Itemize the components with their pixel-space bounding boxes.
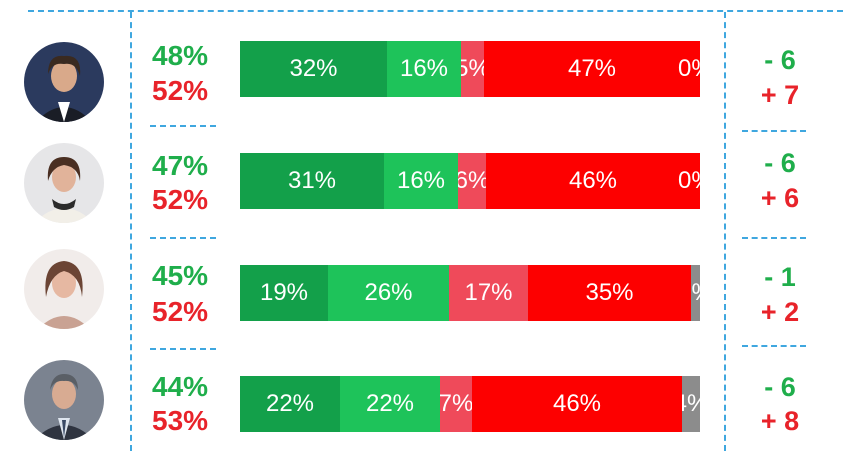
- person-photo-1: [24, 42, 104, 122]
- no-answer-segment: 4%: [682, 376, 700, 432]
- candidate-row: 45% 52% 19% 26% 17% 35% 2% - 1 + 2: [0, 237, 862, 347]
- approve-segment: 26%: [328, 265, 449, 321]
- segment-label: 17%: [464, 279, 513, 306]
- avatar: [24, 143, 104, 223]
- avatar: [24, 249, 104, 329]
- row-separator: [742, 237, 806, 239]
- segment-label: 46%: [552, 390, 602, 417]
- positive-total: 44%: [152, 371, 209, 402]
- segment-label: 22%: [265, 390, 315, 417]
- disapprove-segment: 6%: [458, 153, 486, 209]
- strong-approve-segment: 32%: [240, 41, 387, 97]
- strong-disapprove-segment: 46%: [472, 376, 682, 432]
- segment-label: 46%: [568, 167, 618, 194]
- strong-disapprove-segment: 47%: [484, 41, 700, 97]
- delta-negative: + 7: [760, 80, 800, 110]
- stacked-bar: 31% 16% 6% 46% 0%: [240, 153, 700, 209]
- approve-segment: 16%: [384, 153, 458, 209]
- row-separator: [150, 237, 216, 239]
- row-separator: [742, 345, 806, 347]
- negative-total: 52%: [152, 184, 209, 215]
- stacked-bar: 19% 26% 17% 35% 2%: [240, 265, 700, 321]
- disapprove-segment: 7%: [440, 376, 472, 432]
- candidate-row: 48% 52% 32% 16% 5% 47% 0% - 6 + 7: [0, 14, 862, 124]
- segment-label: 6%: [458, 167, 486, 194]
- approve-segment: 16%: [387, 41, 461, 97]
- approve-segment: 22%: [340, 376, 440, 432]
- delta-positive: - 6: [764, 45, 796, 75]
- stacked-bar: 22% 22% 7% 46% 4%: [240, 376, 700, 432]
- negative-total: 52%: [152, 296, 209, 327]
- row-separator: [742, 130, 806, 132]
- person-photo-2: [24, 143, 104, 223]
- strong-disapprove-segment: 46%: [486, 153, 700, 209]
- strong-approve-segment: 19%: [240, 265, 328, 321]
- disapprove-segment: 5%: [461, 41, 484, 97]
- candidate-row: 44% 53% 22% 22% 7% 46% 4% - 6 + 8: [0, 348, 862, 458]
- positive-total: 45%: [152, 260, 209, 291]
- positive-total: 48%: [152, 40, 209, 71]
- segment-label: 19%: [259, 279, 309, 306]
- segment-label: 16%: [396, 167, 446, 194]
- segment-label: 5%: [461, 55, 484, 82]
- right-dashed-divider: [724, 12, 726, 451]
- delta-positive: - 6: [764, 372, 796, 402]
- segment-label: 0%: [678, 167, 700, 194]
- stacked-bar: 32% 16% 5% 47% 0%: [240, 41, 700, 97]
- segment-label: 26%: [364, 279, 413, 306]
- avatar: [24, 42, 104, 122]
- delta-negative: + 8: [760, 406, 800, 436]
- row-separator: [150, 125, 216, 127]
- segment-label: 7%: [440, 390, 472, 417]
- segment-label: 35%: [585, 279, 634, 306]
- segment-label: 0%: [678, 55, 700, 82]
- top-dashed-line: [28, 10, 843, 12]
- strong-disapprove-segment: 35%: [528, 265, 691, 321]
- segment-label: 2%: [691, 279, 700, 307]
- delta-negative: + 2: [760, 297, 800, 327]
- segment-label: 22%: [365, 390, 415, 417]
- segment-label: 16%: [399, 55, 449, 82]
- strong-approve-segment: 22%: [240, 376, 340, 432]
- positive-total: 47%: [152, 150, 209, 181]
- delta-positive: - 6: [764, 148, 796, 178]
- candidate-row: 47% 52% 31% 16% 6% 46% 0% - 6 + 6: [0, 125, 862, 235]
- delta-positive: - 1: [764, 262, 796, 292]
- delta-negative: + 6: [760, 183, 800, 213]
- disapprove-segment: 17%: [449, 265, 528, 321]
- no-answer-segment: 2%: [691, 265, 700, 321]
- person-photo-4: [24, 360, 104, 440]
- segment-label: 47%: [567, 55, 617, 82]
- person-photo-3: [24, 249, 104, 329]
- row-separator: [150, 348, 216, 350]
- negative-total: 52%: [152, 75, 209, 106]
- segment-label: 4%: [682, 390, 700, 418]
- segment-label: 32%: [289, 55, 338, 82]
- negative-total: 53%: [152, 405, 209, 436]
- avatar: [24, 360, 104, 440]
- segment-label: 31%: [287, 167, 337, 194]
- strong-approve-segment: 31%: [240, 153, 384, 209]
- left-dashed-divider: [130, 12, 132, 451]
